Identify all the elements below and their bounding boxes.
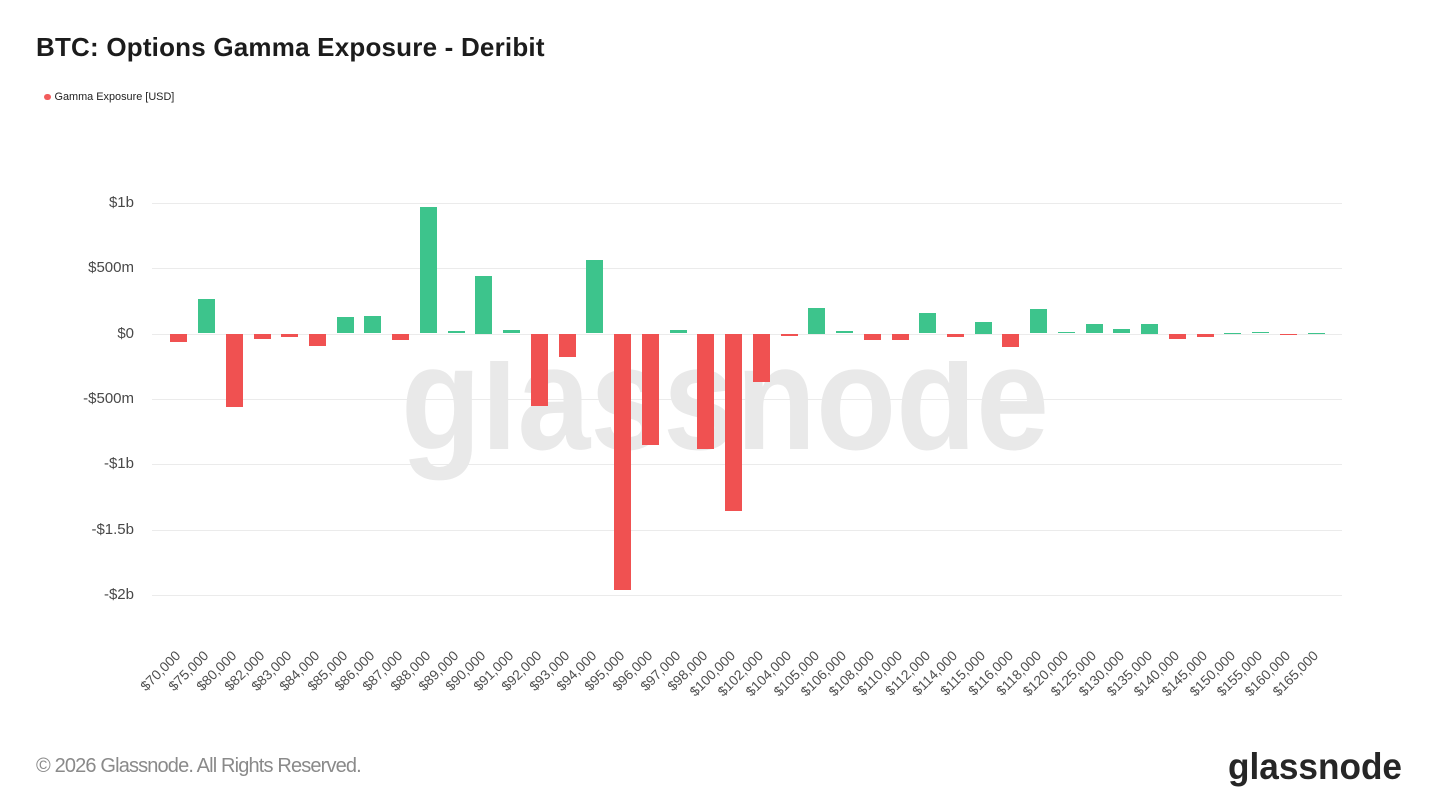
svg-text:glassnode: glassnode — [1228, 746, 1402, 787]
